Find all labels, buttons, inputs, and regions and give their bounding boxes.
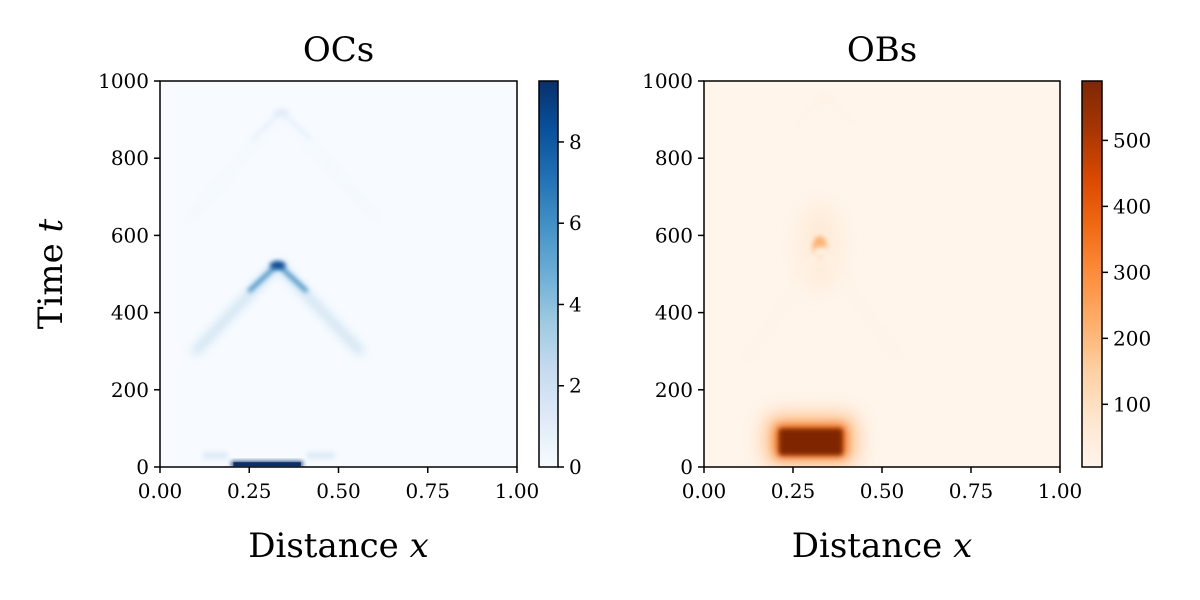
- colorbar-tick-label: 300: [1113, 260, 1151, 284]
- panel-obs: OBs 0.00 0.25 0.50 0.75 1.00 0 200 400 600 800 10…: [642, 30, 1151, 566]
- y-tick-label: 0: [680, 455, 693, 479]
- x-axis-label-var: x: [410, 526, 429, 566]
- panel-ocs: OCs 0.00 0.25 0.50 0.75 1.00 0 200 400 600 800 10…: [31, 30, 582, 566]
- y-tick-label: 1000: [642, 69, 693, 93]
- x-axis-label-text: Distance: [248, 526, 409, 566]
- colorbar-tick-label: 0: [569, 455, 582, 479]
- x-tick-label: 1.00: [495, 479, 540, 503]
- panel-title: OBs: [847, 30, 917, 70]
- colorbar-ticks: 100 200 300 400 500: [1102, 128, 1151, 416]
- x-tick-label: 0.00: [138, 479, 183, 503]
- heatmap-band: [202, 451, 228, 460]
- y-tick-label: 400: [655, 301, 693, 325]
- colorbar-tick-label: 100: [1113, 392, 1151, 416]
- colorbar: 0 2 4 6 8: [538, 80, 582, 479]
- colorbar-tick-label: 4: [569, 292, 582, 316]
- y-axis-label-var: t: [31, 218, 71, 232]
- x-tick-label: 0.50: [860, 479, 905, 503]
- y-tick-label: 200: [655, 378, 693, 402]
- x-axis-label-text: Distance: [792, 526, 953, 566]
- heatmap-band-core: [233, 462, 301, 466]
- y-tick-label: 800: [111, 146, 149, 170]
- colorbar-tick-label: 6: [569, 211, 582, 235]
- y-axis: 0 200 400 600 800 1000: [98, 69, 160, 479]
- colorbar-frame: [538, 80, 559, 468]
- heatmap-peak-apex: [817, 93, 834, 102]
- heatmap-marks: [736, 92, 922, 466]
- colorbar-tick-label: 400: [1113, 194, 1151, 218]
- y-axis-label-text: Time: [31, 232, 71, 329]
- x-axis-label: Distance x: [792, 526, 973, 566]
- y-axis: 0 200 400 600 800 1000: [642, 69, 704, 479]
- y-tick-label: 600: [655, 223, 693, 247]
- heatmap-peak-apex: [813, 247, 830, 256]
- panel-title: OCs: [303, 30, 374, 70]
- colorbar: 100 200 300 400 500: [1081, 80, 1151, 468]
- heatmap-block: [778, 428, 843, 456]
- heatmap-background: [160, 81, 517, 467]
- colorbar-frame: [1081, 80, 1103, 468]
- y-tick-label: 0: [136, 455, 149, 479]
- x-tick-label: 0.25: [771, 479, 816, 503]
- x-tick-label: 0.00: [682, 479, 727, 503]
- y-tick-label: 400: [111, 301, 149, 325]
- heatmap-band: [306, 451, 335, 460]
- colorbar-gradient: [539, 81, 558, 467]
- colorbar-tick-label: 2: [569, 374, 582, 398]
- x-tick-label: 1.00: [1038, 479, 1083, 503]
- heatmap-area: [704, 81, 1060, 467]
- x-tick-label: 0.75: [949, 479, 994, 503]
- heatmap-background: [704, 81, 1060, 467]
- colorbar-tick-label: 500: [1113, 128, 1151, 152]
- colorbar-tick-label: 8: [569, 130, 582, 154]
- x-tick-label: 0.25: [227, 479, 272, 503]
- x-axis-label-var: x: [953, 526, 972, 566]
- colorbar-ticks: 0 2 4 6 8: [558, 130, 582, 479]
- heatmap-marks: [188, 108, 378, 467]
- x-axis-label: Distance x: [248, 526, 429, 566]
- x-axis: 0.00 0.25 0.50 0.75 1.00: [138, 467, 540, 503]
- x-tick-label: 0.50: [316, 479, 361, 503]
- x-axis: 0.00 0.25 0.50 0.75 1.00: [682, 467, 1083, 503]
- y-tick-label: 600: [111, 223, 149, 247]
- colorbar-tick-label: 200: [1113, 326, 1151, 350]
- heatmap-peak-apex: [273, 108, 290, 117]
- y-tick-label: 200: [111, 378, 149, 402]
- heatmap-peak-apex: [269, 261, 286, 270]
- colorbar-gradient: [1082, 81, 1102, 467]
- y-axis-label: Time t: [31, 218, 71, 329]
- y-tick-label: 1000: [98, 69, 149, 93]
- x-tick-label: 0.75: [405, 479, 450, 503]
- heatmap-area: [160, 81, 517, 467]
- y-tick-label: 800: [655, 146, 693, 170]
